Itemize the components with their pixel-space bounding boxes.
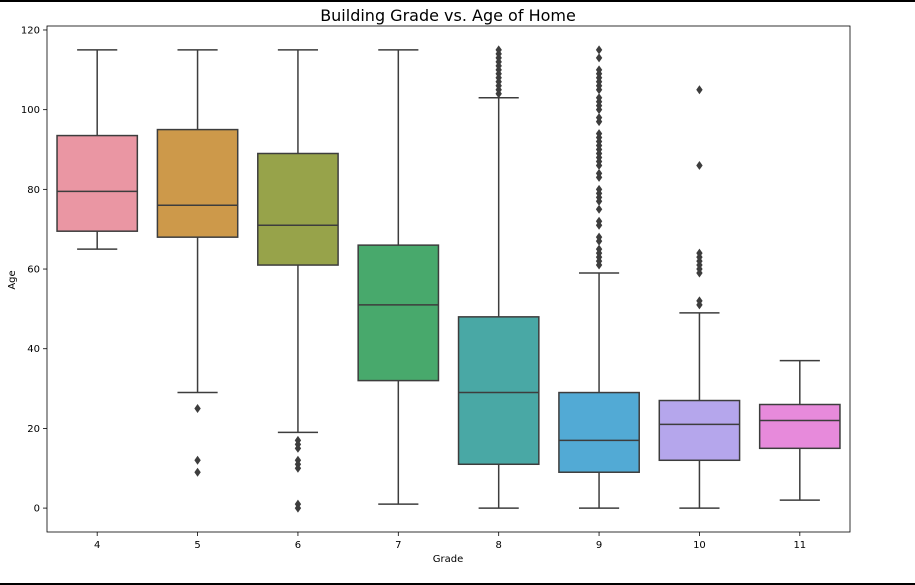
chart-title: Building Grade vs. Age of Home (320, 6, 576, 25)
x-tick-label: 7 (395, 540, 401, 551)
outlier-marker (595, 93, 603, 103)
outlier-marker (696, 296, 703, 306)
box-grade-8 (457, 45, 540, 509)
outlier-marker (595, 168, 603, 178)
x-tick-label: 8 (496, 540, 502, 551)
outlier-marker (194, 455, 201, 465)
iqr-box (156, 128, 239, 238)
box-group (56, 45, 841, 513)
plot-area-frame (46, 25, 851, 533)
iqr-box (357, 244, 440, 382)
outlier-marker (595, 184, 603, 194)
iqr-box (257, 152, 339, 266)
outlier-marker (595, 232, 603, 242)
x-tick-label: 10 (693, 540, 706, 551)
outlier-marker (595, 216, 603, 226)
x-tick-label: 11 (793, 540, 806, 551)
box-grade-7 (357, 49, 440, 505)
x-axis-label: Grade (433, 554, 464, 565)
outlier-marker (595, 204, 603, 214)
x-axis: 4 5 6 7 8 9 10 11 (94, 532, 806, 551)
iqr-box (457, 316, 540, 466)
outlier-marker (595, 65, 603, 75)
y-tick-label: 120 (21, 25, 40, 36)
y-tick-label: 0 (34, 504, 40, 515)
outlier-marker (595, 244, 603, 254)
outlier-marker (696, 248, 703, 258)
outlier-marker (595, 129, 603, 139)
outlier-marker (595, 113, 603, 123)
y-tick-label: 20 (27, 424, 40, 435)
iqr-box (758, 403, 841, 450)
outlier-marker (495, 45, 502, 55)
box-grade-4 (56, 49, 139, 250)
x-tick-label: 4 (94, 540, 100, 551)
outlier-marker (194, 467, 201, 477)
outlier-marker (595, 45, 603, 55)
box-grade-11 (758, 359, 841, 501)
outlier-marker (696, 85, 703, 95)
iqr-box (558, 391, 640, 473)
outlier-marker (194, 404, 201, 413)
iqr-box (56, 134, 139, 232)
box-grade-5 (156, 49, 239, 477)
box-grade-9 (558, 45, 640, 509)
box-grade-6 (257, 49, 339, 513)
outlier-marker (595, 53, 603, 63)
box-grade-10 (658, 85, 741, 509)
iqr-box (658, 399, 741, 462)
y-tick-label: 80 (27, 185, 40, 196)
outlier-marker (294, 443, 302, 453)
outlier-marker (696, 160, 703, 170)
top-border-line (0, 0, 915, 2)
y-axis-label: Age (7, 270, 18, 289)
y-tick-label: 100 (21, 105, 40, 116)
y-axis: 0 20 40 60 80 100 120 (21, 25, 47, 515)
outlier-marker (294, 503, 302, 513)
x-tick-label: 9 (596, 540, 602, 551)
x-tick-label: 6 (295, 540, 301, 551)
y-tick-label: 40 (27, 344, 40, 355)
outlier-marker (294, 463, 302, 473)
x-tick-label: 5 (194, 540, 200, 551)
bottom-border-line (0, 583, 915, 585)
y-tick-label: 60 (27, 265, 40, 276)
